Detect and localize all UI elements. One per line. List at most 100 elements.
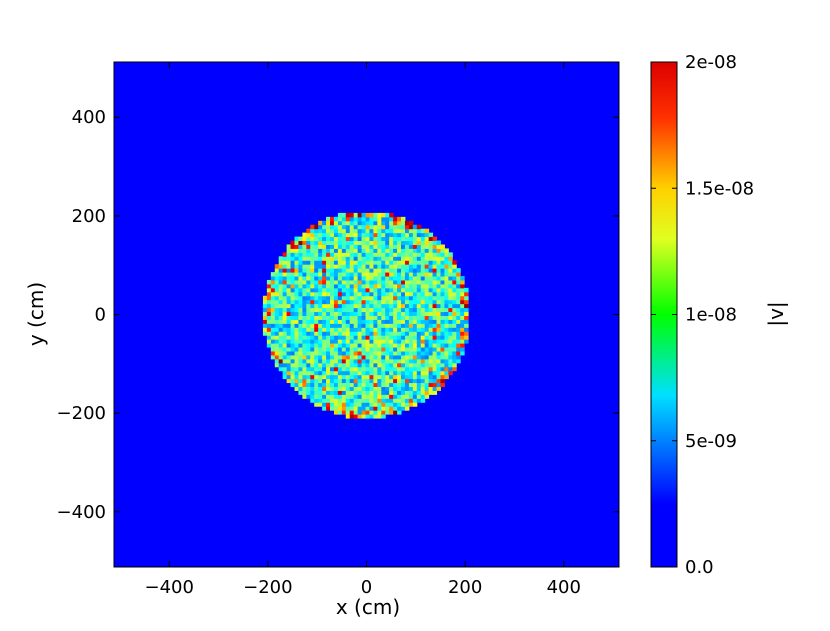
heatmap-cell [369, 216, 374, 222]
y-tick-label: 0 [95, 305, 106, 326]
heatmap-cell [318, 220, 323, 226]
heatmap-cell [274, 279, 280, 285]
heatmap-cell [357, 212, 363, 218]
heatmap-cell [318, 283, 323, 289]
heatmap-cell [444, 350, 449, 356]
heatmap-cell [385, 268, 390, 273]
heatmap-cell [412, 335, 418, 340]
heatmap-cell [278, 303, 284, 309]
heatmap-cell [389, 244, 394, 249]
heatmap-cell [298, 327, 303, 332]
heatmap-cell [377, 228, 382, 234]
heatmap-cell [373, 315, 378, 320]
heatmap-cell [314, 299, 319, 305]
heatmap-cell [401, 268, 406, 273]
heatmap-cell [278, 347, 284, 352]
heatmap-cell [294, 303, 299, 309]
heatmap-cell [357, 414, 363, 419]
heatmap-cell [369, 362, 374, 368]
heatmap-cell [298, 354, 303, 360]
heatmap-cell [290, 240, 296, 245]
heatmap-cell [345, 291, 351, 297]
heatmap-cell [373, 228, 378, 234]
heatmap-cell [369, 240, 374, 245]
heatmap-cell [448, 252, 453, 257]
heatmap-cell [369, 386, 374, 391]
heatmap-cell [369, 374, 374, 380]
heatmap-cell [318, 335, 323, 340]
heatmap-cell [314, 354, 319, 360]
heatmap-cell [310, 264, 315, 269]
heatmap-cell [361, 358, 367, 364]
heatmap-cell [444, 323, 449, 328]
heatmap-cell [385, 276, 390, 281]
heatmap-cell [337, 240, 343, 245]
heatmap-cell [341, 394, 347, 399]
heatmap-cell [432, 272, 438, 277]
heatmap-cell [353, 244, 359, 249]
heatmap-cell [330, 260, 335, 265]
heatmap-cell [452, 279, 457, 285]
heatmap-cell [357, 343, 363, 348]
heatmap-cell [326, 374, 331, 380]
heatmap-cell [440, 276, 445, 281]
heatmap-cell [452, 272, 457, 277]
heatmap-cell [294, 268, 299, 273]
heatmap-cell [448, 291, 453, 297]
heatmap-cell [286, 374, 292, 380]
heatmap-cell [302, 366, 307, 372]
heatmap-cell [322, 311, 327, 316]
heatmap-cell [337, 366, 343, 372]
heatmap-cell [365, 264, 370, 269]
heatmap-cell [353, 319, 359, 324]
heatmap-cell [373, 248, 378, 253]
heatmap-cell [420, 299, 426, 305]
heatmap-cell [337, 382, 343, 388]
heatmap-cell [397, 398, 402, 403]
heatmap-cell [306, 347, 311, 352]
heatmap-cell [393, 232, 398, 238]
heatmap-cell [432, 268, 438, 273]
heatmap-cell [397, 248, 402, 253]
heatmap-cell [404, 370, 410, 376]
heatmap-cell [274, 347, 280, 352]
heatmap-cell [385, 299, 390, 305]
heatmap-cell [282, 362, 288, 368]
heatmap-cell [330, 402, 335, 407]
heatmap-cell [424, 264, 430, 269]
heatmap-cell [353, 264, 359, 269]
heatmap-cell [345, 343, 351, 348]
heatmap-cell [373, 311, 378, 316]
heatmap-cell [385, 347, 390, 352]
heatmap-cell [432, 256, 438, 261]
heatmap-cell [353, 240, 359, 245]
heatmap-cell [333, 362, 339, 368]
heatmap-cell [310, 343, 315, 348]
heatmap-cell [377, 374, 382, 380]
heatmap-cell [306, 335, 311, 340]
heatmap-cell [306, 394, 311, 399]
heatmap-cell [306, 244, 311, 249]
heatmap-cell [432, 299, 438, 305]
heatmap-cell [397, 307, 402, 313]
heatmap-cell [314, 374, 319, 380]
heatmap-cell [373, 232, 378, 238]
heatmap-cell [330, 339, 335, 344]
heatmap-cell [306, 268, 311, 273]
heatmap-cell [444, 339, 449, 344]
heatmap-cell [389, 354, 394, 360]
heatmap-cell [294, 319, 299, 324]
heatmap-cell [416, 323, 422, 328]
heatmap-cell [294, 240, 299, 245]
heatmap-cell [365, 410, 370, 415]
heatmap-cell [436, 240, 441, 245]
heatmap-cell [330, 228, 335, 234]
heatmap-cell [416, 264, 422, 269]
heatmap-cell [416, 398, 422, 403]
heatmap-cell [337, 362, 343, 368]
heatmap-cell [310, 228, 315, 234]
heatmap-cell [294, 252, 299, 257]
heatmap-cell [361, 370, 367, 376]
heatmap-cell [294, 362, 299, 368]
heatmap-cell [353, 295, 359, 301]
